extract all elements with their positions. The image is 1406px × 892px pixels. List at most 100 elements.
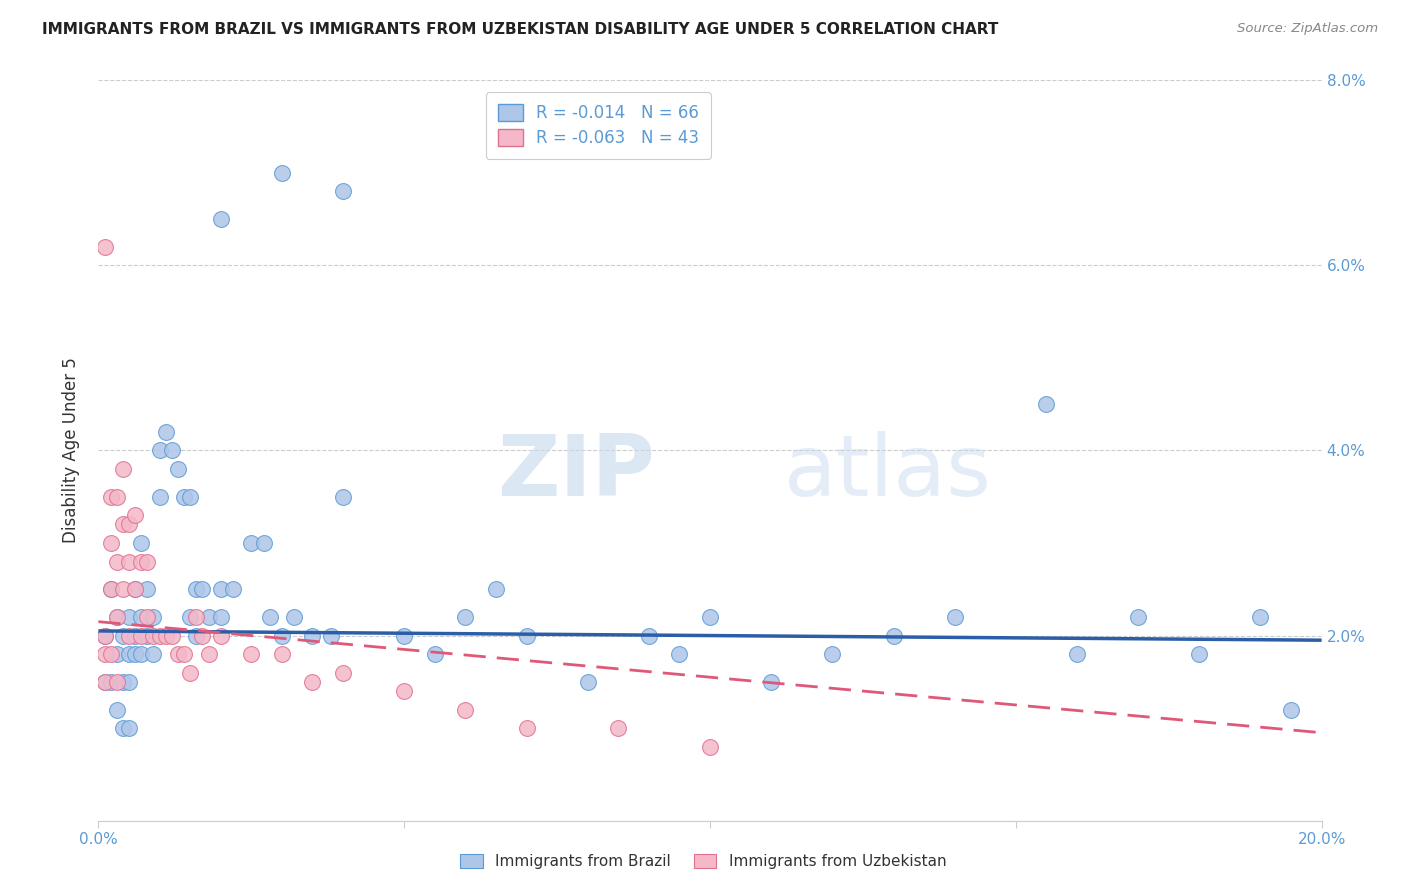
Point	[129, 554, 152, 569]
Point	[668, 647, 690, 661]
Point	[136, 628, 159, 642]
Point	[179, 490, 201, 504]
Point	[222, 582, 245, 597]
Point	[270, 166, 292, 180]
Point	[167, 647, 190, 661]
Point	[136, 554, 159, 569]
Point	[142, 647, 165, 661]
Point	[209, 610, 232, 624]
Point	[129, 628, 152, 642]
Point	[142, 628, 165, 642]
Point	[883, 628, 905, 642]
Point	[301, 628, 323, 642]
Point	[332, 490, 354, 504]
Point	[105, 610, 128, 624]
Point	[270, 647, 292, 661]
Point	[105, 647, 128, 661]
Point	[129, 647, 152, 661]
Text: atlas: atlas	[783, 431, 991, 514]
Point	[149, 490, 172, 504]
Point	[1188, 647, 1211, 661]
Point	[124, 582, 146, 597]
Point	[392, 628, 416, 642]
Point	[93, 628, 115, 642]
Point	[319, 628, 342, 642]
Point	[111, 721, 134, 735]
Point	[124, 582, 146, 597]
Text: IMMIGRANTS FROM BRAZIL VS IMMIGRANTS FROM UZBEKISTAN DISABILITY AGE UNDER 5 CORR: IMMIGRANTS FROM BRAZIL VS IMMIGRANTS FRO…	[42, 22, 998, 37]
Point	[136, 582, 159, 597]
Point	[516, 628, 538, 642]
Point	[100, 490, 122, 504]
Point	[759, 674, 782, 689]
Point	[283, 610, 305, 624]
Point	[118, 610, 141, 624]
Point	[179, 610, 201, 624]
Point	[118, 647, 141, 661]
Point	[136, 610, 159, 624]
Point	[105, 490, 128, 504]
Point	[118, 674, 141, 689]
Point	[118, 517, 141, 532]
Point	[93, 628, 115, 642]
Point	[111, 582, 134, 597]
Point	[105, 554, 128, 569]
Point	[485, 582, 508, 597]
Point	[149, 628, 172, 642]
Point	[186, 610, 208, 624]
Point	[93, 674, 115, 689]
Point	[173, 647, 195, 661]
Point	[259, 610, 281, 624]
Point	[111, 628, 134, 642]
Point	[118, 628, 141, 642]
Point	[124, 508, 146, 523]
Legend: R = -0.014   N = 66, R = -0.063   N = 43: R = -0.014 N = 66, R = -0.063 N = 43	[486, 92, 710, 159]
Point	[270, 628, 292, 642]
Point	[607, 721, 630, 735]
Point	[1066, 647, 1088, 661]
Point	[699, 739, 721, 754]
Point	[240, 536, 263, 550]
Text: ZIP: ZIP	[498, 431, 655, 514]
Point	[1249, 610, 1271, 624]
Point	[118, 721, 141, 735]
Point	[93, 674, 115, 689]
Point	[129, 610, 152, 624]
Point	[167, 462, 190, 476]
Point	[160, 628, 183, 642]
Point	[209, 212, 232, 227]
Point	[118, 554, 141, 569]
Point	[111, 462, 134, 476]
Point	[637, 628, 661, 642]
Point	[100, 647, 122, 661]
Point	[423, 647, 446, 661]
Point	[1279, 703, 1302, 717]
Point	[1128, 610, 1150, 624]
Point	[93, 647, 115, 661]
Point	[332, 665, 354, 680]
Point	[516, 721, 538, 735]
Point	[105, 703, 128, 717]
Point	[821, 647, 844, 661]
Point	[576, 674, 599, 689]
Point	[111, 674, 134, 689]
Point	[155, 628, 177, 642]
Point	[142, 610, 165, 624]
Point	[173, 490, 195, 504]
Point	[699, 610, 721, 624]
Legend: Immigrants from Brazil, Immigrants from Uzbekistan: Immigrants from Brazil, Immigrants from …	[454, 848, 952, 875]
Point	[301, 674, 323, 689]
Point	[252, 536, 274, 550]
Point	[191, 628, 214, 642]
Text: Source: ZipAtlas.com: Source: ZipAtlas.com	[1237, 22, 1378, 36]
Point	[240, 647, 263, 661]
Point	[191, 582, 214, 597]
Point	[179, 665, 201, 680]
Point	[129, 536, 152, 550]
Point	[332, 184, 354, 198]
Point	[105, 674, 128, 689]
Point	[100, 582, 122, 597]
Point	[100, 536, 122, 550]
Point	[186, 582, 208, 597]
Point	[100, 582, 122, 597]
